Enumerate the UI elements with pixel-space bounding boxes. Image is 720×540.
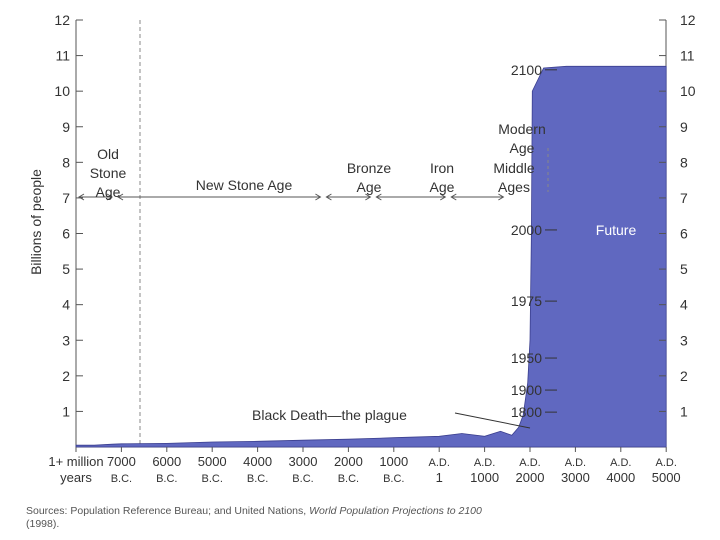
y-tick-label-left: 8 bbox=[62, 154, 70, 170]
y-tick-label-right: 11 bbox=[680, 48, 695, 64]
era-bracket-arrow bbox=[325, 193, 332, 201]
x-tick-label-top: 3000 bbox=[289, 454, 318, 469]
y-tick-label-right: 4 bbox=[680, 297, 688, 313]
era-bracket-arrow bbox=[498, 193, 505, 201]
x-tick-label-bottom: 4000 bbox=[606, 470, 635, 485]
x-tick-label-bottom: B.C. bbox=[338, 473, 359, 485]
source-note: Sources: Population Reference Bureau; an… bbox=[26, 505, 586, 531]
y-tick-label-right: 3 bbox=[680, 332, 688, 348]
y-tick-label-right: 8 bbox=[680, 154, 688, 170]
era-bracket-arrow bbox=[365, 193, 372, 201]
era-bracket-arrow bbox=[106, 193, 114, 201]
era-bracket-arrow bbox=[440, 193, 447, 201]
x-tick-label-top: A.D. bbox=[655, 457, 676, 469]
era-label: Stone bbox=[90, 165, 127, 181]
time-marker-label: 2000 bbox=[511, 222, 542, 238]
x-tick-label-top: 4000 bbox=[243, 454, 272, 469]
x-tick-label-top: 2000 bbox=[334, 454, 363, 469]
future-label: Future bbox=[596, 222, 637, 238]
y-tick-label-right: 6 bbox=[680, 226, 688, 242]
x-tick-label-bottom: years bbox=[60, 470, 92, 485]
x-tick-label-top: A.D. bbox=[428, 457, 449, 469]
x-tick-label-bottom: B.C. bbox=[156, 473, 177, 485]
x-tick-label-bottom: B.C. bbox=[247, 473, 268, 485]
x-tick-label-top: 1+ million bbox=[48, 454, 103, 469]
y-tick-label-left: 3 bbox=[62, 332, 70, 348]
source-year: (1998). bbox=[26, 518, 60, 530]
x-tick-label-top: A.D. bbox=[519, 457, 540, 469]
y-tick-label-left: 7 bbox=[62, 190, 70, 206]
era-label: Modern bbox=[498, 121, 545, 137]
x-tick-label-top: A.D. bbox=[565, 457, 586, 469]
time-markers: 2100 2000 1975 1950 1900 1800 bbox=[511, 62, 557, 420]
y-tick-label-right: 12 bbox=[680, 12, 696, 28]
y-tick-label-left: 10 bbox=[54, 83, 70, 99]
era-bracket-arrow bbox=[78, 193, 85, 201]
y-tick-label-left: 5 bbox=[62, 261, 70, 277]
time-marker-label: 1900 bbox=[511, 382, 542, 398]
x-tick-label-bottom: 1000 bbox=[470, 470, 499, 485]
y-tick-label-left: 6 bbox=[62, 226, 70, 242]
era-label: Age bbox=[510, 140, 535, 156]
era-label: New Stone Age bbox=[196, 177, 293, 193]
era-label: Ages bbox=[498, 179, 530, 195]
x-tick-label-bottom: 1 bbox=[436, 470, 443, 485]
era-label: Iron bbox=[430, 160, 454, 176]
y-tick-label-right: 10 bbox=[680, 83, 696, 99]
era-label: Middle bbox=[493, 160, 534, 176]
era-label: Old bbox=[97, 146, 119, 162]
x-tick-label-bottom: 2000 bbox=[516, 470, 545, 485]
era-bracket-arrow bbox=[375, 193, 382, 201]
x-tick-label-top: A.D. bbox=[610, 457, 631, 469]
time-marker-label: 2100 bbox=[511, 62, 542, 78]
x-tick-label-bottom: B.C. bbox=[292, 473, 313, 485]
y-tick-label-left: 12 bbox=[54, 12, 70, 28]
y-tick-label-left: 11 bbox=[55, 48, 70, 64]
y-tick-label-right: 5 bbox=[680, 261, 688, 277]
x-tick-label-top: 7000 bbox=[107, 454, 136, 469]
y-tick-label-right: 9 bbox=[680, 119, 688, 135]
era-label: Age bbox=[357, 179, 382, 195]
x-tick-label-bottom: B.C. bbox=[201, 473, 222, 485]
era-brackets: Old Stone Age New Stone Age Bronze Age Iron Age… bbox=[78, 121, 549, 201]
x-tick-label-top: 6000 bbox=[152, 454, 181, 469]
y-tick-label-right: 1 bbox=[680, 403, 688, 419]
era-label: Age bbox=[96, 184, 121, 200]
population-area bbox=[75, 65, 667, 448]
era-bracket-arrow bbox=[117, 193, 124, 201]
time-marker-label: 1800 bbox=[511, 404, 542, 420]
y-tick-label-left: 4 bbox=[62, 297, 70, 313]
x-tick-label-bottom: B.C. bbox=[111, 473, 132, 485]
black-death-label: Black Death—the plague bbox=[252, 407, 407, 423]
x-tick-label-top: A.D. bbox=[474, 457, 495, 469]
population-area-path bbox=[75, 65, 667, 448]
era-bracket-arrow bbox=[450, 193, 457, 201]
y-tick-label-left: 9 bbox=[62, 119, 70, 135]
y-tick-label-right: 2 bbox=[680, 368, 688, 384]
black-death-annotation: Black Death—the plague bbox=[252, 407, 531, 429]
y-tick-label-left: 2 bbox=[62, 368, 70, 384]
x-tick-label-top: 1000 bbox=[379, 454, 408, 469]
y-tick-label-right: 7 bbox=[680, 190, 688, 206]
time-marker-label: 1975 bbox=[511, 293, 542, 309]
era-bracket-arrow bbox=[315, 193, 322, 201]
black-death-pointer bbox=[454, 412, 531, 429]
x-tick-label-bottom: 5000 bbox=[652, 470, 681, 485]
x-tick-label-bottom: 3000 bbox=[561, 470, 590, 485]
era-label: Bronze bbox=[347, 160, 392, 176]
y-axis-title: Billions of people bbox=[28, 169, 44, 275]
time-marker-label: 1950 bbox=[511, 350, 542, 366]
source-title: World Population Projections to 2100 bbox=[309, 505, 482, 517]
era-label: Age bbox=[430, 179, 455, 195]
y-tick-label-left: 1 bbox=[62, 403, 70, 419]
x-tick-label-bottom: B.C. bbox=[383, 473, 404, 485]
source-prefix: Sources: Population Reference Bureau; an… bbox=[26, 505, 310, 517]
x-tick-label-top: 5000 bbox=[198, 454, 227, 469]
